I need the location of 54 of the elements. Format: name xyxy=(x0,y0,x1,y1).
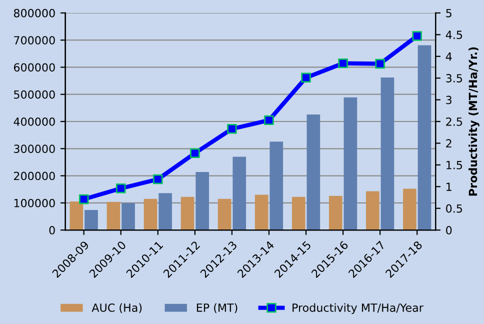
y-tick-label: 500000 xyxy=(14,90,55,99)
bar xyxy=(70,202,84,230)
bar xyxy=(344,97,358,230)
bar xyxy=(270,142,284,230)
point xyxy=(116,184,126,194)
point xyxy=(412,31,422,41)
y-tick-label: 700000 xyxy=(14,36,55,44)
y2-tick-label: 4.5 xyxy=(446,30,462,40)
bar xyxy=(122,203,135,230)
bar xyxy=(403,188,416,230)
point xyxy=(153,174,163,184)
bar xyxy=(366,191,380,230)
y2-axis-title: Productivity (MT/Ha/Yr.) xyxy=(468,47,480,196)
bar xyxy=(380,78,394,230)
y-tick-label: 800000 xyxy=(14,8,55,18)
y2-tick-label: 0.5 xyxy=(446,204,462,213)
y2-tick-label: 5 xyxy=(446,9,452,18)
bar xyxy=(232,156,246,230)
bar xyxy=(292,196,306,230)
bar xyxy=(218,198,232,230)
legend-label: EP (MT) xyxy=(196,303,238,314)
point xyxy=(301,72,311,83)
y-tick-label: 400000 xyxy=(14,117,55,126)
bar xyxy=(306,114,320,230)
y2-tick-label: 0 xyxy=(446,226,452,234)
point xyxy=(78,194,89,204)
bar xyxy=(254,194,268,230)
y-tick-label: 300000 xyxy=(14,144,55,154)
point xyxy=(338,58,348,68)
point xyxy=(264,115,274,126)
y-tick-label: 0 xyxy=(49,226,55,234)
point xyxy=(227,124,237,134)
bar xyxy=(84,210,98,230)
bar xyxy=(418,45,432,230)
bar xyxy=(106,202,120,230)
bar xyxy=(196,172,209,230)
y2-tick-label: 1 xyxy=(446,182,452,191)
y-tick-label: 100000 xyxy=(14,198,55,208)
bar xyxy=(180,196,194,230)
y-tick-label: 600000 xyxy=(14,63,55,72)
legend-label: AUC (Ha) xyxy=(92,303,142,314)
point xyxy=(375,58,385,69)
bar xyxy=(144,198,158,230)
bar xyxy=(158,193,172,230)
y2-tick-label: 4 xyxy=(446,52,452,61)
bar xyxy=(328,196,342,230)
y2-tick-label: 3.5 xyxy=(446,74,462,82)
y2-tick-label: 3 xyxy=(446,96,452,104)
y-tick-label: 200000 xyxy=(14,172,55,180)
y2-tick-label: 2.5 xyxy=(446,117,462,126)
y2-tick-label: 2 xyxy=(446,139,452,148)
y2-tick-label: 1.5 xyxy=(446,161,462,170)
point xyxy=(190,148,200,158)
legend-label: Productivity MT/Ha/Year xyxy=(292,303,424,314)
